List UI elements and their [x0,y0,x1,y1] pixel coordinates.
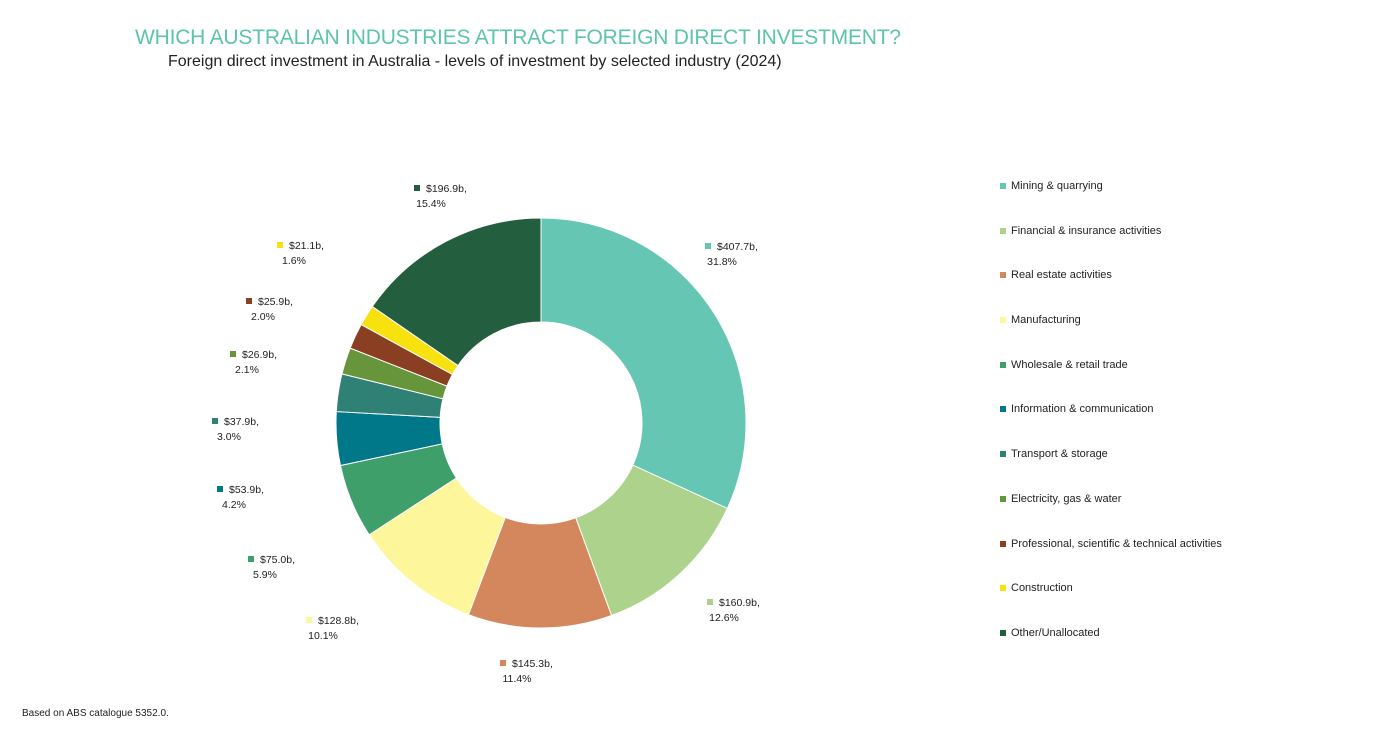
legend-label: Electricity, gas & water [1011,492,1122,505]
legend-swatch [1000,585,1006,592]
legend-item-mining-and-quarrying: Mining & quarrying [1000,180,1222,225]
legend-label: Mining & quarrying [1011,180,1103,192]
legend-swatch [1000,361,1006,368]
data-label-swatch [277,242,283,248]
legend-label: Professional, scientific & technical act… [1011,537,1222,550]
legend-label: Manufacturing [1011,314,1081,327]
legend-label: Information & communication [1011,403,1154,416]
slice-other-unallocated [371,217,542,367]
data-label-swatch [707,599,713,605]
data-label-swatch [212,418,218,424]
data-label-swatch [217,486,223,492]
legend-item-manufacturing: Manufacturing [1000,314,1222,359]
data-label-percent: 4.2% [222,499,246,511]
legend-swatch [1000,540,1006,547]
data-label-percent: 2.0% [251,311,275,323]
legend-swatch [1000,227,1006,234]
data-label-value: $145.3b, [512,658,553,670]
data-label-percent: 12.6% [709,612,739,624]
data-label-value: $25.9b, [258,296,293,308]
data-label-percent: 15.4% [416,198,446,210]
legend-label: Construction [1011,582,1073,595]
data-label-value: $37.9b, [224,416,259,428]
legend-label: Wholesale & retail trade [1011,358,1128,371]
legend-item-real-estate-activities: Real estate activities [1000,269,1222,314]
data-label-swatch [500,660,506,666]
chart-subtitle: Foreign direct investment in Australia -… [168,53,782,70]
legend-swatch [1000,495,1006,502]
data-label-value: $196.9b, [426,183,467,195]
data-label-percent: 31.8% [707,256,737,268]
legend-item-other-unallocated: Other/Unallocated [1000,627,1222,672]
legend-label: Transport & storage [1011,448,1108,461]
data-label-percent: 11.4% [503,673,532,685]
data-label-value: $407.7b, [717,241,758,253]
legend-item-electricity-gas-and-water: Electricity, gas & water [1000,493,1222,538]
data-label-value: $26.9b, [242,349,277,361]
data-label-percent: 2.1% [235,364,259,376]
data-label-value: $128.8b, [318,615,359,627]
data-label-percent: 3.0% [217,431,241,443]
footnote: Based on ABS catalogue 5352.0. [22,708,169,719]
legend-item-financial-and-insurance-activities: Financial & insurance activities [1000,225,1222,270]
data-label-value: $21.1b, [289,240,324,252]
legend-swatch [1000,406,1006,413]
legend-item-transport-and-storage: Transport & storage [1000,448,1222,493]
data-label-value: $53.9b, [229,484,264,496]
donut-slices [335,217,747,629]
data-label-value: $160.9b, [719,597,760,609]
data-label-value: $75.0b, [260,554,295,566]
data-label-swatch [230,351,236,357]
legend-swatch [1000,272,1006,279]
data-label-swatch [705,243,711,249]
chart-legend: Mining & quarrying Financial & insurance … [1000,180,1222,672]
legend-swatch [1000,451,1006,458]
legend-item-wholesale-and-retail-trade: Wholesale & retail trade [1000,359,1222,404]
data-label-swatch [414,185,420,191]
legend-swatch [1000,629,1006,636]
legend-item-professional-scientific-and-technical-activities: Professional, scientific & technical act… [1000,538,1222,583]
data-label-swatch [246,298,252,304]
legend-item-construction: Construction [1000,582,1222,627]
data-label-percent: 10.1% [308,630,338,642]
legend-label: Other/Unallocated [1011,626,1100,639]
data-labels: $407.7b, 31.8% $160.9b, 12.6% $145.3b, 11.4% $… [212,183,760,685]
legend-label: Financial & insurance activities [1011,224,1162,237]
data-label-swatch [306,617,312,623]
data-label-percent: 5.9% [253,569,277,581]
data-label-percent: 1.6% [282,255,306,267]
legend-item-information-and-communication: Information & communication [1000,403,1222,448]
slice-mining-and-quarrying [540,217,747,510]
legend-swatch [1000,183,1006,189]
chart-title: WHICH AUSTRALIAN INDUSTRIES ATTRACT FORE… [135,26,901,49]
legend-label: Real estate activities [1011,269,1112,282]
legend-swatch [1000,317,1006,324]
data-label-swatch [248,556,254,562]
